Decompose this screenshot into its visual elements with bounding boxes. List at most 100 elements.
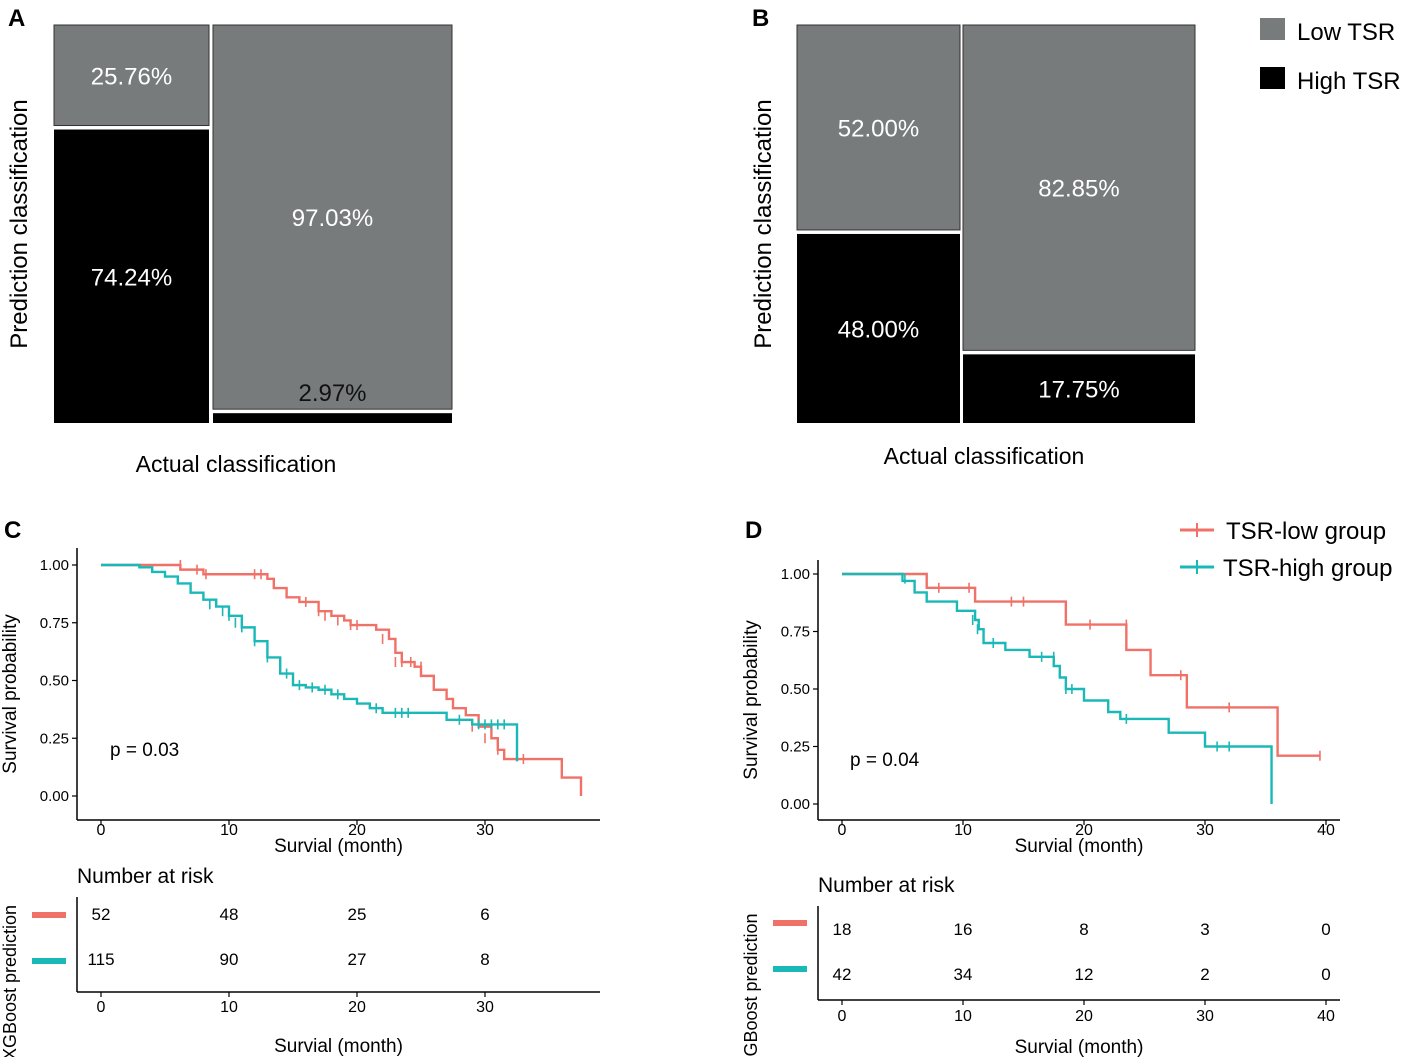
risk-table-count: 6 [480,905,489,924]
km-y-tick-label: 0.00 [40,788,69,805]
mosaic-label-high-tsr: 48.00% [838,316,919,343]
mosaic-label-low-tsr: 82.85% [1038,176,1119,203]
risk-table-count: 8 [480,950,489,969]
risk-table-count: 25 [348,905,367,924]
panel-b-mosaic: 52.00% 48.00% 82.85% 17.75% Prediction class… [750,24,1196,469]
panel-letter-a: A [8,5,25,32]
mosaic-cell-low-tsr [53,24,210,127]
mosaic-cell-high-tsr [213,413,452,423]
panel-a-mosaic: 25.76% 74.24% 97.03% 2.97% Prediction classi… [6,24,453,477]
risk-table-x-tick-label: 0 [838,1008,847,1025]
km-y-tick-label: 0.25 [781,739,810,756]
km-x-tick-label: 10 [954,822,972,839]
mosaic-label-high-tsr: 74.24% [91,264,172,291]
risk-table-swatch-tsr-high [773,966,807,972]
risk-table-count: 0 [1321,920,1330,939]
risk-table-x-tick-label: 30 [1196,1008,1214,1025]
risk-table-count: 2 [1200,965,1209,984]
risk-table-x-tick-label: 20 [1075,1008,1093,1025]
mosaic-cell-high-tsr [797,233,960,423]
panel-c-survival: 0.00 0.25 0.50 0.75 1.00 0 10 20 30 Survival prob… [0,548,600,1057]
panel-letter-b: B [752,5,769,32]
legend-tsr-high-group-label: TSR-high group [1223,555,1392,582]
mosaic-x-axis-label: Actual classification [136,451,337,477]
risk-table-count: 12 [1075,965,1094,984]
mosaic-cell-low-tsr [212,24,453,410]
mosaic-label-high-tsr: 17.75% [1038,377,1119,404]
risk-table-count: 8 [1079,920,1088,939]
risk-table-x-label: Survial (month) [1015,1037,1144,1057]
km-x-tick-label: 10 [220,822,238,839]
panel-letter-d: D [745,517,762,544]
km-curve-tsr-low [842,572,1320,757]
km-y-tick-label: 0.50 [40,673,69,690]
mosaic-y-axis-label: Prediction classification [750,99,777,348]
km-y-axis-label: Survival probability [0,614,21,774]
risk-table-y-label: XGBoost prediction [741,913,761,1057]
legend-tsr-low-group-label: TSR-low group [1226,518,1386,545]
risk-table-count: 34 [954,965,973,984]
legend-high-tsr-swatch [1260,67,1285,89]
km-curve-tsr-high [101,563,519,762]
km-p-value: p = 0.04 [850,750,920,771]
risk-table-swatch-tsr-high [32,958,66,964]
legend-low-tsr-label: Low TSR [1297,19,1395,46]
risk-table-x-tick-label: 10 [954,1008,972,1025]
km-y-tick-label: 1.00 [781,566,810,583]
risk-table-swatch-tsr-low [32,912,66,918]
km-x-tick-label: 0 [838,822,847,839]
km-y-tick-label: 0.75 [781,624,810,641]
mosaic-cell-high-tsr [963,354,1195,423]
mosaic-x-axis-label: Actual classification [884,443,1085,469]
km-y-tick-label: 1.00 [40,557,69,574]
risk-table-title: Number at risk [77,865,214,888]
risk-table-y-label: XGBoost prediction [0,905,20,1057]
risk-table-count: 18 [833,920,852,939]
risk-table-count: 16 [954,920,973,939]
mosaic-cell-low-tsr [962,24,1196,351]
km-y-axis-label: Survival probability [741,620,762,780]
risk-table-count: 48 [220,905,239,924]
mosaic-label-low-tsr: 52.00% [838,115,919,142]
panel-letter-c: C [4,517,21,544]
km-y-tick-label: 0.00 [781,796,810,813]
km-x-axis-label: Survial (month) [274,836,403,857]
km-x-tick-label: 0 [97,822,106,839]
mosaic-label-low-tsr: 25.76% [91,63,172,90]
km-y-tick-label: 0.75 [40,615,69,632]
risk-table-swatch-tsr-low [773,920,807,926]
km-x-tick-label: 40 [1317,822,1335,839]
risk-table-count: 3 [1200,920,1209,939]
risk-table-x-tick-label: 40 [1317,1008,1335,1025]
risk-table-count: 42 [833,965,852,984]
km-x-axis-label: Survial (month) [1015,836,1144,857]
risk-table-x-label: Survial (month) [274,1036,403,1057]
mosaic-label-low-tsr: 97.03% [292,205,373,232]
risk-table-count: 90 [220,950,239,969]
km-x-tick-label: 20 [348,822,366,839]
km-x-tick-label: 20 [1075,822,1093,839]
mosaic-y-axis-label: Prediction classification [6,99,33,348]
km-curve-tsr-high [842,572,1273,804]
mosaic-label-high-tsr: 2.97% [298,380,366,407]
risk-table-count: 115 [87,950,114,969]
risk-table-x-tick-label: 30 [476,999,494,1016]
risk-table-count: 0 [1321,965,1330,984]
km-x-tick-label: 30 [476,822,494,839]
km-x-tick-label: 30 [1196,822,1214,839]
legend-low-tsr-swatch [1260,18,1285,40]
risk-table-x-tick-label: 20 [348,999,366,1016]
risk-table-x-tick-label: 10 [220,999,238,1016]
km-y-tick-label: 0.25 [40,730,69,747]
risk-table-count: 52 [92,905,111,924]
km-y-tick-label: 0.50 [781,681,810,698]
mosaic-cell-high-tsr [54,129,209,424]
risk-table-x-tick-label: 0 [97,999,106,1016]
km-curve-tsr-low [101,563,583,796]
km-p-value: p = 0.03 [110,740,179,761]
legend-high-tsr-label: High TSR [1297,68,1401,95]
risk-table-title: Number at risk [818,874,955,897]
